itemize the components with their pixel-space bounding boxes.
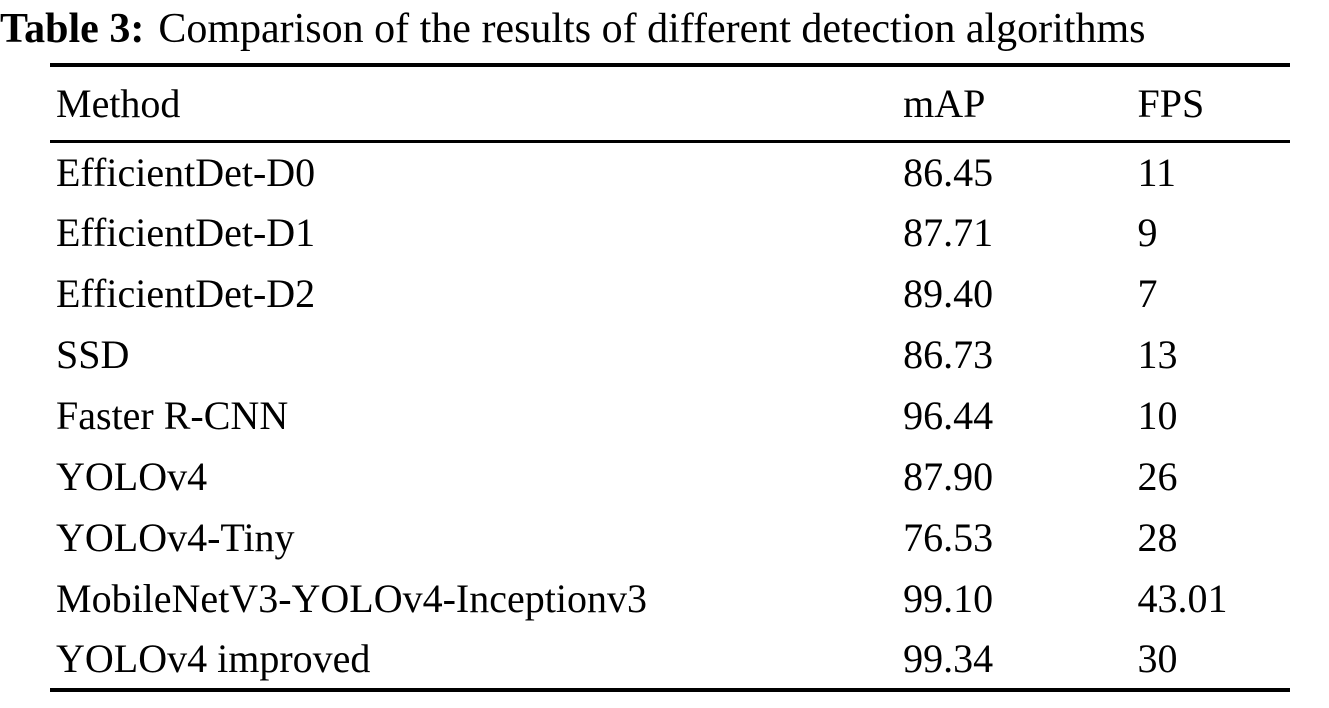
results-table-header: Method mAP FPS: [50, 65, 1290, 141]
cell-map: 86.73: [903, 332, 994, 377]
cell-map: 87.90: [903, 454, 994, 499]
table-caption-text: Comparison of the results of different d…: [158, 6, 1146, 52]
cell-fps: 11: [1137, 149, 1176, 195]
cell-map: 87.71: [903, 210, 994, 255]
cell-method: YOLOv4: [56, 454, 208, 499]
cell-method: SSD: [56, 332, 130, 377]
cell-method: Faster R-CNN: [56, 393, 289, 438]
cell-map: 96.44: [903, 393, 994, 438]
cell-fps: 7: [1137, 271, 1158, 316]
table-row: EfficientDet-D0 86.45 11: [50, 141, 1290, 202]
table-row: MobileNetV3-YOLOv4-Inceptionv3 99.10 43.01: [50, 568, 1290, 629]
table-caption-label: Table 3:: [0, 6, 145, 52]
cell-fps: 26: [1137, 454, 1178, 499]
cell-fps: 13: [1137, 332, 1178, 377]
cell-map: 76.53: [903, 515, 994, 560]
table-row: EfficientDet-D1 87.71 9: [50, 202, 1290, 263]
cell-fps: 43.01: [1137, 576, 1228, 621]
column-header-method: Method: [56, 80, 181, 126]
cell-map: 89.40: [903, 271, 994, 316]
table-caption: Table 3: Comparison of the results of dif…: [0, 0, 1146, 58]
results-table-body: EfficientDet-D0 86.45 11 EfficientDet-D1 87.…: [50, 141, 1290, 690]
table-row: YOLOv4 87.90 26: [50, 446, 1290, 507]
cell-fps: 9: [1137, 210, 1158, 255]
results-table: Method mAP FPS EfficientDet-D0 86.45 11 Eff…: [50, 63, 1290, 692]
cell-method: YOLOv4 improved: [56, 636, 371, 681]
cell-method: EfficientDet-D1: [56, 210, 316, 255]
cell-fps: 10: [1137, 393, 1178, 438]
cell-fps: 28: [1137, 515, 1178, 560]
cell-fps: 30: [1137, 636, 1178, 681]
cell-method: EfficientDet-D0: [56, 149, 316, 195]
header-row: Method mAP FPS: [50, 65, 1290, 141]
cell-method: YOLOv4-Tiny: [56, 515, 295, 560]
table-row: SSD 86.73 13: [50, 324, 1290, 385]
column-header-fps: FPS: [1137, 80, 1205, 126]
cell-map: 86.45: [903, 149, 994, 195]
column-header-map: mAP: [903, 80, 986, 126]
results-table-container: Method mAP FPS EfficientDet-D0 86.45 11 Eff…: [50, 63, 1290, 692]
table-row: Faster R-CNN 96.44 10: [50, 385, 1290, 446]
cell-method: MobileNetV3-YOLOv4-Inceptionv3: [56, 576, 647, 621]
cell-map: 99.34: [903, 636, 994, 681]
table-row: YOLOv4-Tiny 76.53 28: [50, 507, 1290, 568]
cell-map: 99.10: [903, 576, 994, 621]
table-row: YOLOv4 improved 99.34 30: [50, 629, 1290, 690]
table-row: EfficientDet-D2 89.40 7: [50, 263, 1290, 324]
cell-method: EfficientDet-D2: [56, 271, 316, 316]
